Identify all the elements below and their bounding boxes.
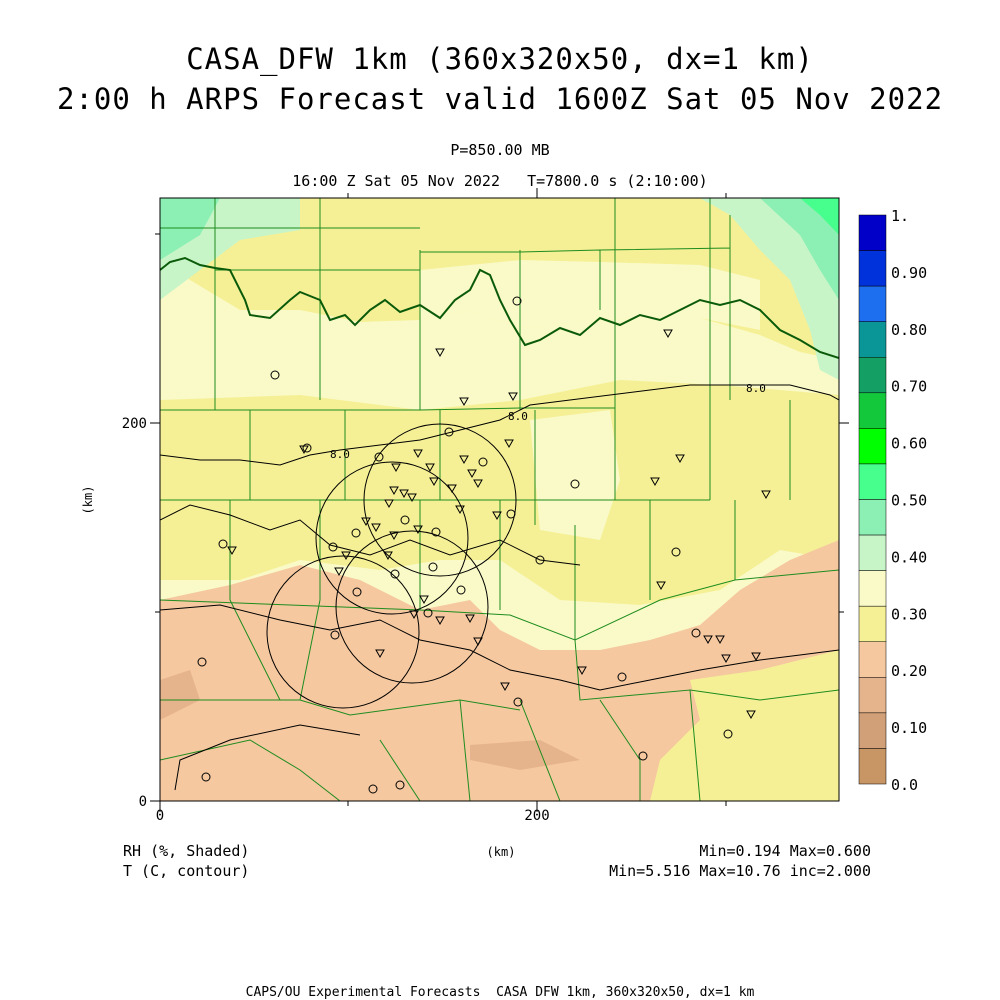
- x-tick-200: 200: [524, 808, 549, 824]
- colorbar-label: 0.40: [891, 548, 927, 566]
- colorbar-swatch: [858, 357, 887, 394]
- colorbar-swatch: [858, 463, 887, 500]
- colorbar-label: 0.0: [891, 776, 918, 794]
- colorbar-swatch: [858, 641, 887, 678]
- colorbar-swatch: [858, 748, 887, 785]
- colorbar-swatch: [858, 250, 887, 287]
- contour-label-3: 8.0: [746, 382, 766, 395]
- contour-label-2: 8.0: [508, 410, 528, 423]
- station-triangles: [227, 329, 771, 720]
- colorbar-label: 0.30: [891, 605, 927, 623]
- rh-band-0.40-ne: [700, 198, 839, 380]
- colorbar-swatch: [858, 428, 887, 465]
- colorbar-swatch: [858, 321, 887, 358]
- colorbar-swatch: [858, 677, 887, 714]
- pressure-level: P=850.00 MB: [450, 141, 550, 159]
- colorbar-swatch: [858, 392, 887, 429]
- y-tick-200: 200: [122, 416, 147, 432]
- colorbar-swatch: [858, 570, 887, 607]
- county-boundaries: [160, 198, 839, 801]
- legend-field2: T (C, contour): [123, 862, 250, 880]
- rh-band-0.20: [160, 540, 839, 801]
- axis-ticks: [150, 188, 849, 812]
- y-axis-unit: (km): [81, 486, 95, 515]
- colorbar-label: 0.70: [891, 378, 927, 396]
- footer-credit: CAPS/OU Experimental Forecasts CASA DFW …: [245, 985, 755, 1000]
- colorbar-swatch: [858, 499, 887, 536]
- station-circles: [197, 296, 733, 794]
- colorbar-label: 0.80: [891, 321, 927, 339]
- colorbar: [858, 214, 887, 785]
- dryline-boundary: [160, 256, 839, 359]
- legend-stats1: Min=0.194 Max=0.600: [699, 842, 871, 860]
- colorbar-label: 0.50: [891, 492, 927, 510]
- map-title-line1: CASA_DFW 1km (360x320x50, dx=1 km): [186, 42, 814, 76]
- plot-frame: [159, 197, 840, 802]
- legend-stats2: Min=5.516 Max=10.76 inc=2.000: [609, 862, 871, 880]
- x-axis-unit: (km): [487, 845, 516, 859]
- radar-range-rings: [266, 423, 517, 709]
- colorbar-swatch: [858, 605, 887, 642]
- colorbar-label: 0.20: [891, 662, 927, 680]
- colorbar-label: 0.60: [891, 435, 927, 453]
- x-tick-0: 0: [156, 808, 164, 824]
- valid-time: 16:00 Z Sat 05 Nov 2022 T=7800.0 s (2:10…: [292, 172, 708, 190]
- contour-label-1: 8.0: [330, 448, 350, 461]
- y-tick-0: 0: [139, 794, 147, 810]
- temperature-contours: [160, 384, 839, 791]
- colorbar-swatch: [858, 285, 887, 322]
- colorbar-label: 0.10: [891, 719, 927, 737]
- legend-field1: RH (%, Shaded): [123, 842, 250, 860]
- colorbar-labels: 1. 0.90 0.80 0.70 0.60 0.50 0.40 0.30 0.20 0.10 0.…: [891, 207, 927, 794]
- colorbar-swatch: [858, 534, 887, 571]
- colorbar-label: 0.90: [891, 264, 927, 282]
- colorbar-swatch: [858, 712, 887, 749]
- colorbar-label: 1.: [891, 207, 909, 225]
- colorbar-swatch: [858, 214, 887, 251]
- map-title-line2: 2:00 h ARPS Forecast valid 1600Z Sat 05 …: [56, 82, 944, 116]
